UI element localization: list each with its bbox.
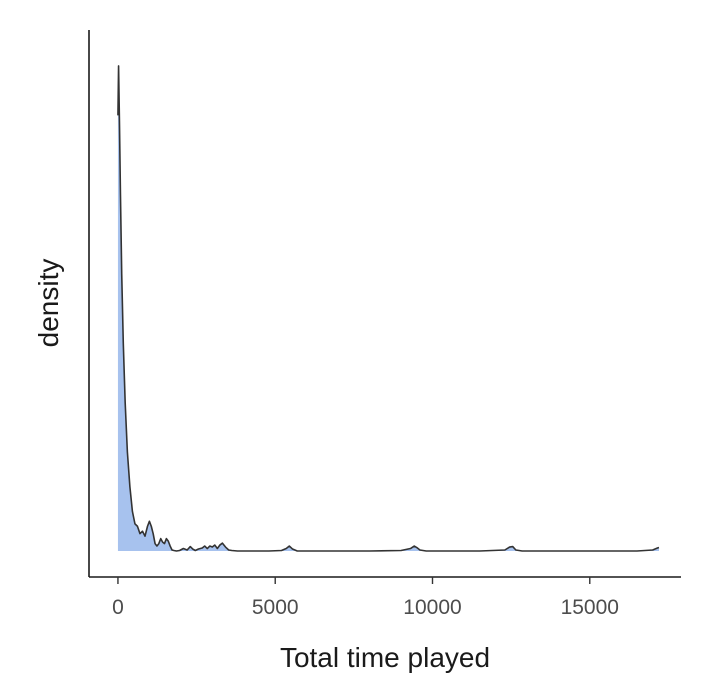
axes (88, 30, 681, 578)
x-tick-label: 0 (112, 596, 124, 619)
density-line (117, 65, 660, 552)
plot-area (117, 65, 660, 552)
x-tick-label: 15000 (561, 596, 619, 619)
y-axis-title: density (33, 259, 64, 348)
x-tick-label: 10000 (403, 596, 461, 619)
x-tick-label: 5000 (252, 596, 299, 619)
x-axis-title: Total time played (280, 642, 490, 673)
density-area (117, 65, 659, 552)
x-axis-ticks: 0 5000 10000 15000 (112, 577, 619, 619)
